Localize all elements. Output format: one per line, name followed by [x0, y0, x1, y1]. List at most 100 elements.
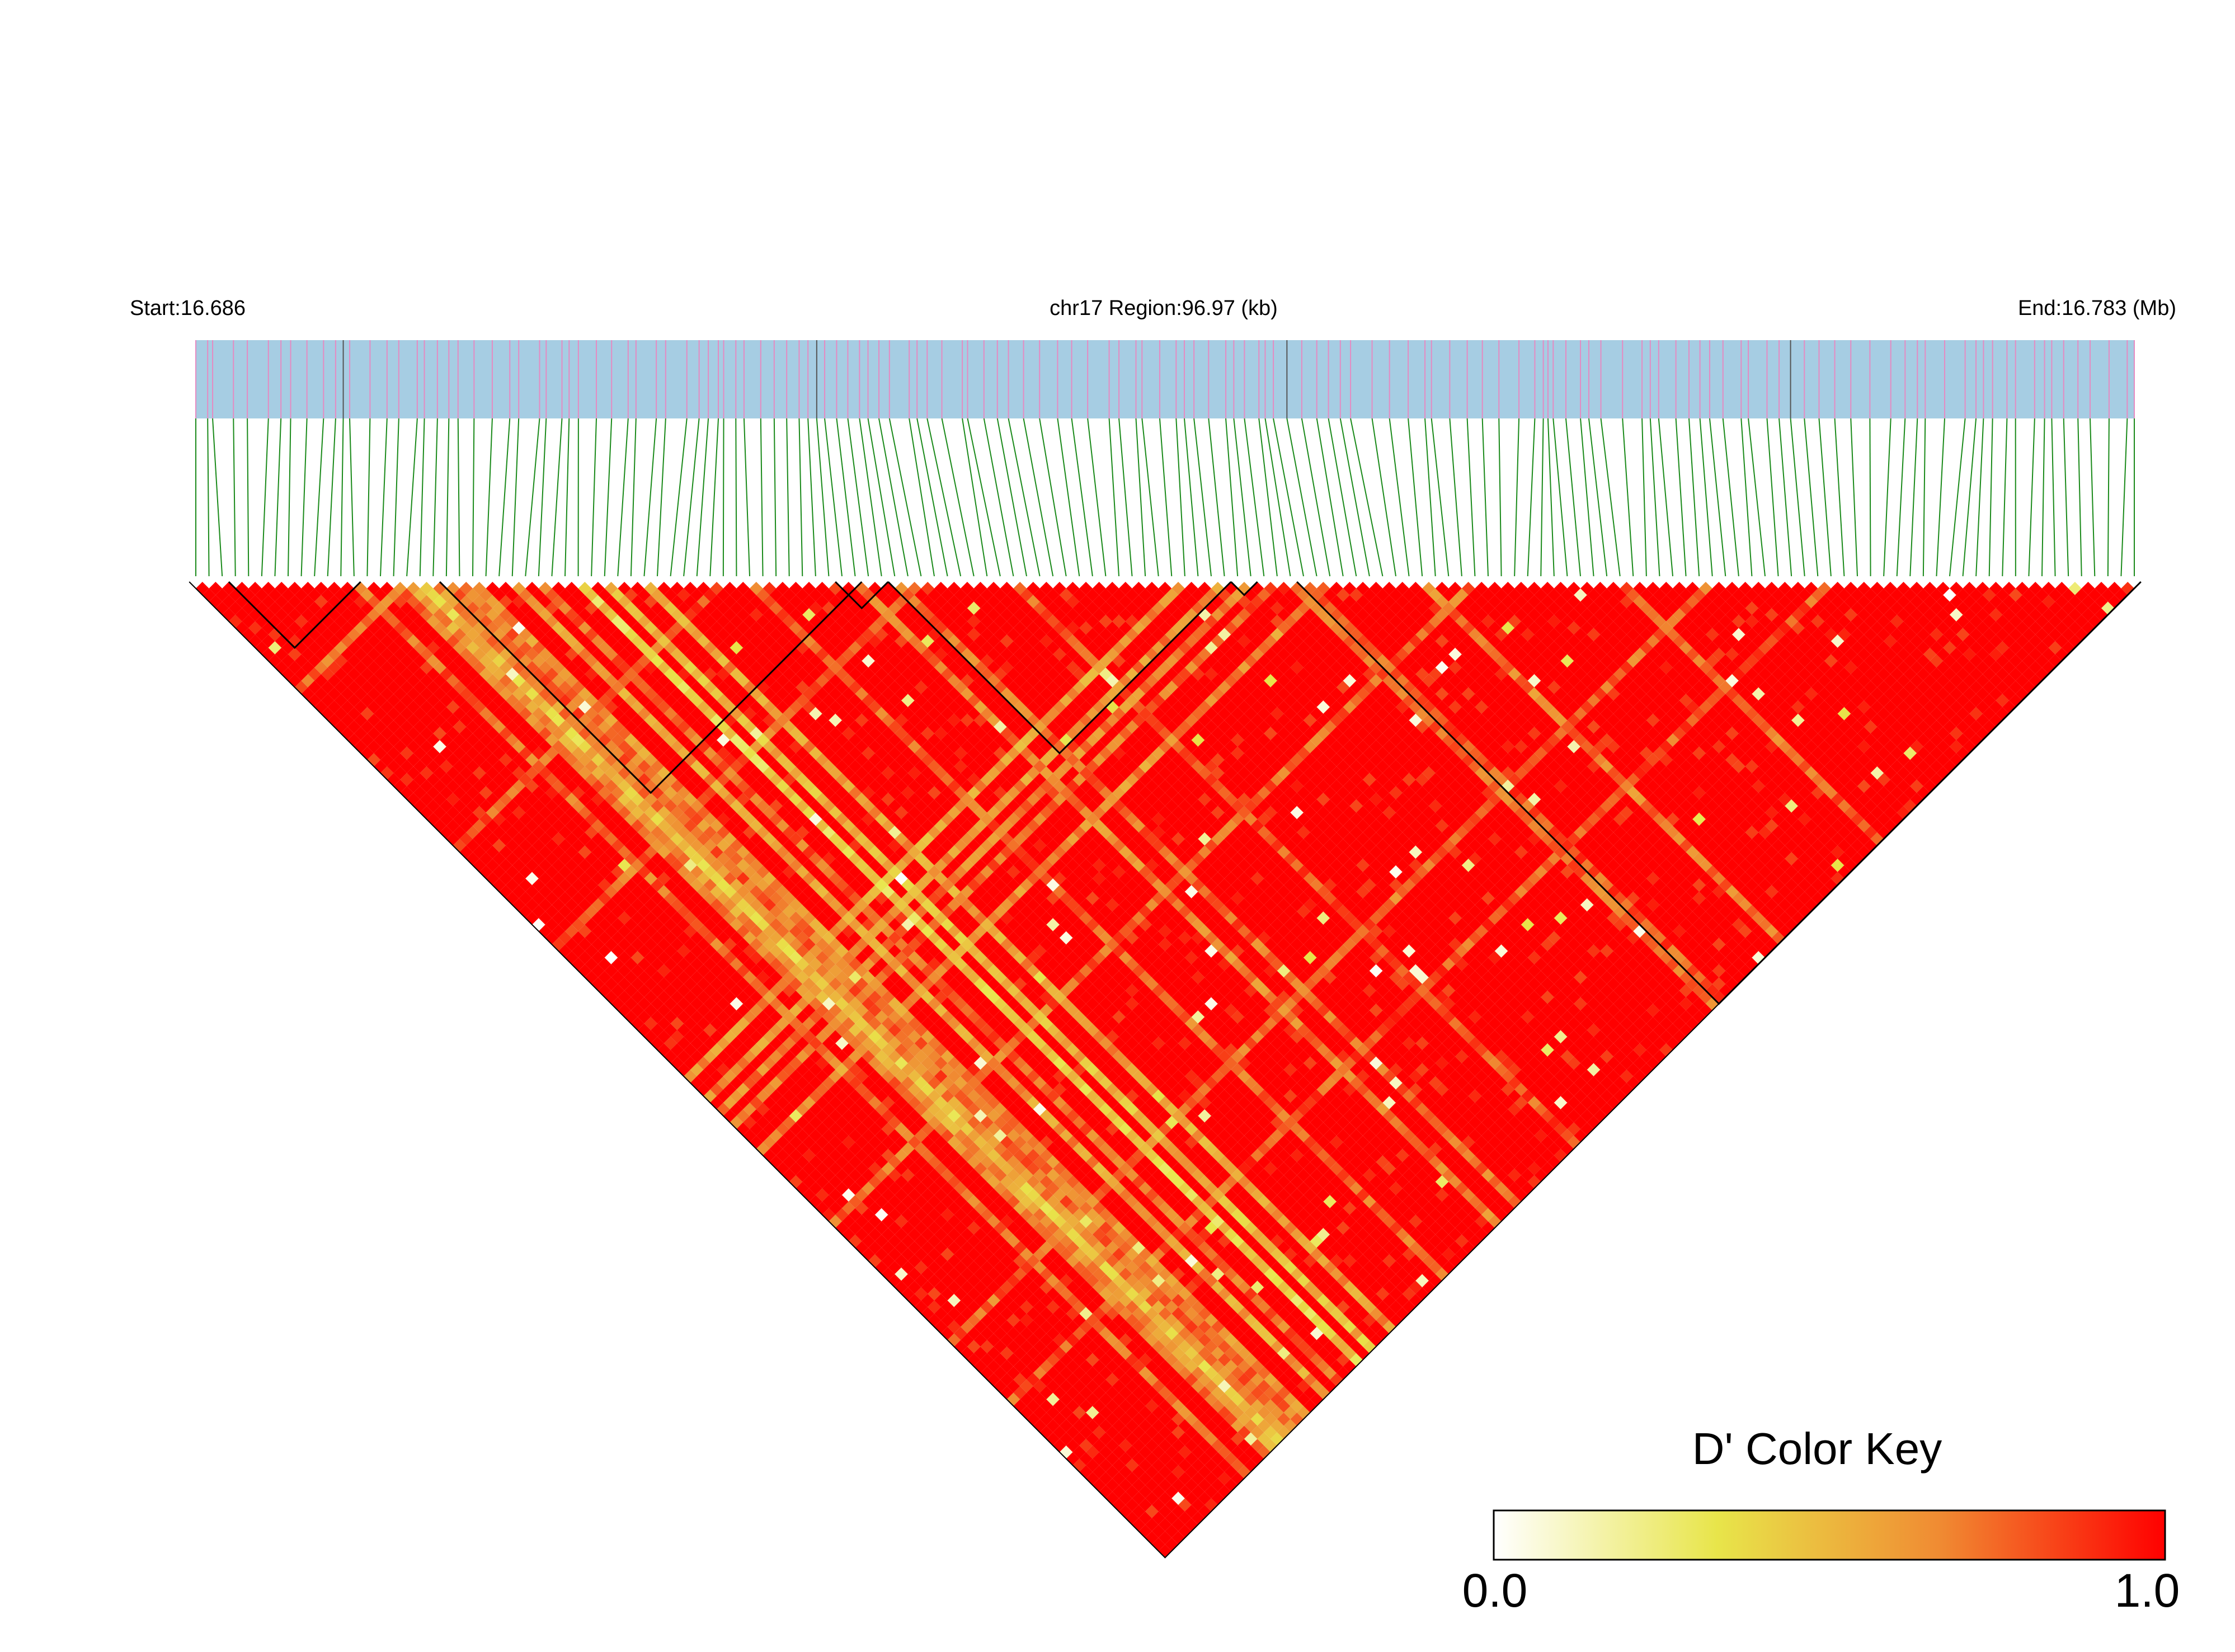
- ld-cell: [360, 601, 374, 615]
- ld-cell: [308, 654, 321, 668]
- snp-connector: [1449, 418, 1462, 577]
- ld-cell: [374, 720, 387, 734]
- ld-cell: [426, 588, 440, 602]
- ld-cell: [710, 1016, 723, 1030]
- ld-cell: [426, 760, 440, 773]
- ld-cell: [591, 806, 605, 820]
- ld-cell: [400, 588, 413, 602]
- ld-cell: [1112, 1234, 1126, 1248]
- ld-cell: [624, 944, 638, 958]
- ld-cell: [723, 845, 737, 859]
- ld-cell: [525, 872, 539, 886]
- snp-connector: [657, 418, 666, 577]
- ld-cell: [552, 898, 565, 912]
- ld-cell: [710, 1004, 723, 1017]
- snp-connector: [498, 418, 511, 577]
- ld-cell: [585, 773, 598, 787]
- ld-cell: [538, 806, 552, 820]
- ld-cell: [565, 674, 578, 688]
- ld-cell: [545, 680, 559, 694]
- ld-cell: [1125, 1472, 1139, 1485]
- ld-cell: [1191, 1432, 1205, 1446]
- ld-cell: [512, 779, 526, 793]
- ld-cell: [453, 654, 467, 668]
- ld-cell: [466, 746, 479, 760]
- ld-cell: [756, 1023, 770, 1037]
- ld-cell: [895, 1267, 908, 1281]
- ld-cell: [571, 733, 585, 747]
- ld-cell: [1013, 1333, 1027, 1347]
- ld-cell: [374, 614, 387, 628]
- ld-cell: [558, 773, 572, 787]
- ld-cell: [881, 1188, 895, 1202]
- ld-cell: [558, 878, 572, 892]
- ld-cell: [1000, 1136, 1014, 1149]
- ld-cell: [1046, 1234, 1060, 1248]
- ld-cell: [1238, 1439, 1251, 1452]
- ld-cell: [1105, 1347, 1119, 1360]
- ld-cell: [1165, 1511, 1179, 1525]
- ld-cell: [677, 1010, 690, 1024]
- ld-cell: [420, 687, 434, 701]
- ld-cell: [928, 1155, 941, 1169]
- ld-cell: [815, 938, 829, 951]
- ld-cell: [354, 661, 368, 674]
- ld-cell: [585, 865, 598, 879]
- ld-cell: [374, 694, 387, 707]
- ld-cell: [954, 1248, 967, 1261]
- ld-cell: [921, 1228, 934, 1241]
- ld-cell: [525, 727, 539, 740]
- ld-cell: [1079, 1267, 1093, 1281]
- ld-cell: [921, 1201, 934, 1215]
- ld-cell: [756, 891, 770, 905]
- ld-cell: [466, 760, 479, 773]
- ld-cell: [552, 700, 565, 714]
- ld-cell: [321, 641, 335, 655]
- ld-cell: [499, 608, 512, 622]
- ld-cell: [1020, 1314, 1033, 1327]
- ld-cell: [664, 971, 677, 984]
- ld-cell: [393, 621, 407, 635]
- ld-cell: [987, 1122, 1000, 1136]
- ld-cell: [473, 674, 486, 688]
- ld-cell: [1211, 1439, 1225, 1452]
- ld-cell: [571, 891, 585, 905]
- ld-cell: [558, 852, 572, 865]
- ld-cell: [473, 753, 486, 766]
- ld-cell: [1105, 1413, 1119, 1426]
- ld-cell: [281, 588, 295, 602]
- ld-cell: [545, 812, 559, 826]
- ld-cell: [387, 588, 401, 602]
- ld-cell: [505, 799, 519, 813]
- ld-cell: [433, 700, 446, 714]
- region-title-label: chr17 Region:96.97 (kb): [1050, 296, 1278, 320]
- ld-cell: [618, 872, 631, 886]
- ld-cell: [895, 1016, 908, 1030]
- ld-cell: [558, 694, 572, 707]
- ld-cell: [374, 680, 387, 694]
- ld-cell: [525, 647, 539, 661]
- ld-cell: [921, 1241, 934, 1255]
- ld-cell: [630, 964, 644, 978]
- ld-cell: [664, 839, 677, 853]
- ld-cell: [881, 1215, 895, 1228]
- ld-cell: [618, 845, 631, 859]
- ld-cell: [585, 878, 598, 892]
- ld-cells: [196, 582, 2134, 1558]
- ld-cell: [492, 746, 506, 760]
- ld-cell: [1000, 1201, 1014, 1215]
- ld-cell: [433, 727, 446, 740]
- ld-cell: [597, 865, 611, 879]
- ld-cell: [895, 1122, 908, 1136]
- ld-cell: [294, 680, 308, 694]
- ld-cell: [1079, 1228, 1093, 1241]
- ld-cell: [367, 753, 380, 766]
- ld-cell: [466, 628, 479, 642]
- ld-cell: [545, 799, 559, 813]
- ld-cell: [1105, 1254, 1119, 1268]
- ld-cell: [538, 924, 552, 938]
- ld-cell: [1033, 1340, 1047, 1353]
- ld-cell: [486, 713, 500, 727]
- ld-cell: [710, 1096, 723, 1109]
- ld-cell: [552, 806, 565, 820]
